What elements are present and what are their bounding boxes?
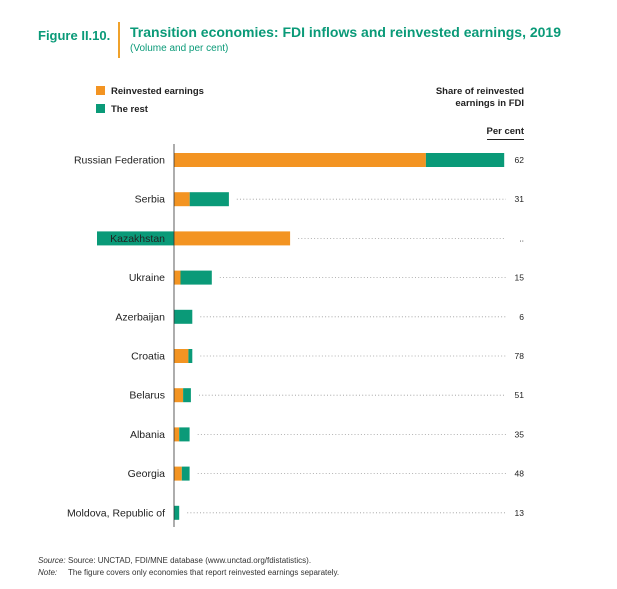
figure-label: Figure II.10. xyxy=(38,28,111,43)
category-label-belarus: Belarus xyxy=(129,390,165,402)
category-label-kazakhstan: Kazakhstan xyxy=(110,233,165,245)
category-label-georgia: Georgia xyxy=(128,468,166,480)
chart-subtitle: (Volume and per cent) xyxy=(130,43,229,54)
share-value-croatia: 78 xyxy=(515,351,525,361)
bar-rest-moldova-republic-of xyxy=(174,505,180,520)
bar-rest-russian-federation xyxy=(425,153,505,167)
bar-reinvested-kazakhstan xyxy=(174,231,291,246)
bar-reinvested-russian-federation xyxy=(174,153,426,167)
bar-rest-georgia xyxy=(181,466,190,481)
source-text: Source: UNCTAD, FDI/MNE database (www.un… xyxy=(68,556,312,565)
share-value-ukraine: 15 xyxy=(515,273,525,283)
bar-rest-albania xyxy=(179,427,190,442)
note-text: The figure covers only economies that re… xyxy=(68,568,340,577)
source-label: Source: xyxy=(38,556,66,565)
note-label: Note: xyxy=(38,568,58,577)
share-header-line2: earnings in FDI xyxy=(455,98,524,109)
category-label-serbia: Serbia xyxy=(135,194,166,206)
share-value-serbia: 31 xyxy=(515,194,525,204)
share-value-georgia: 48 xyxy=(515,469,525,479)
bar-rest-croatia xyxy=(188,349,193,363)
share-value-russian-federation: 62 xyxy=(515,155,525,165)
share-value-azerbaijan: 6 xyxy=(519,312,524,322)
category-label-moldova-republic-of: Moldova, Republic of xyxy=(67,507,165,519)
category-label-ukraine: Ukraine xyxy=(129,272,165,284)
bar-reinvested-croatia xyxy=(174,349,189,363)
note-line: Note: The figure covers only economies th… xyxy=(38,568,339,577)
chart-title: Transition economies: FDI inflows and re… xyxy=(130,24,562,40)
category-label-croatia: Croatia xyxy=(131,351,165,363)
bar-rest-azerbaijan xyxy=(174,309,193,324)
legend-item-rest: The rest xyxy=(96,104,148,115)
bar-rest-belarus xyxy=(183,388,191,403)
bar-rest-serbia xyxy=(189,192,229,207)
title-divider xyxy=(118,22,120,58)
bar-rest-kazakhstan xyxy=(97,231,174,246)
bar-reinvested-albania xyxy=(174,427,180,442)
bar-reinvested-belarus xyxy=(174,388,184,403)
legend-label-rest: The rest xyxy=(111,104,148,115)
legend-swatch-reinvested xyxy=(96,86,105,95)
bar-reinvested-georgia xyxy=(174,466,182,481)
legend-label-reinvested: Reinvested earnings xyxy=(111,86,204,97)
share-column-header: Share of reinvested earnings in FDI xyxy=(436,86,524,110)
share-value-kazakhstan: .. xyxy=(519,233,524,243)
share-value-belarus: 51 xyxy=(515,390,525,400)
share-value-moldova-republic-of: 13 xyxy=(515,508,525,518)
category-label-albania: Albania xyxy=(130,429,165,441)
source-line: Source: Source: UNCTAD, FDI/MNE database … xyxy=(38,556,311,565)
legend-swatch-rest xyxy=(96,104,105,113)
bar-reinvested-ukraine xyxy=(174,270,181,285)
bar-reinvested-serbia xyxy=(174,192,190,207)
bar-rest-ukraine xyxy=(180,270,212,285)
legend-item-reinvested: Reinvested earnings xyxy=(96,86,204,97)
share-value-albania: 35 xyxy=(515,429,525,439)
percent-column-header: Per cent xyxy=(486,126,524,140)
category-label-azerbaijan: Azerbaijan xyxy=(115,311,165,323)
share-header-line1: Share of reinvested xyxy=(435,86,524,97)
category-label-russian-federation: Russian Federation xyxy=(74,155,165,167)
